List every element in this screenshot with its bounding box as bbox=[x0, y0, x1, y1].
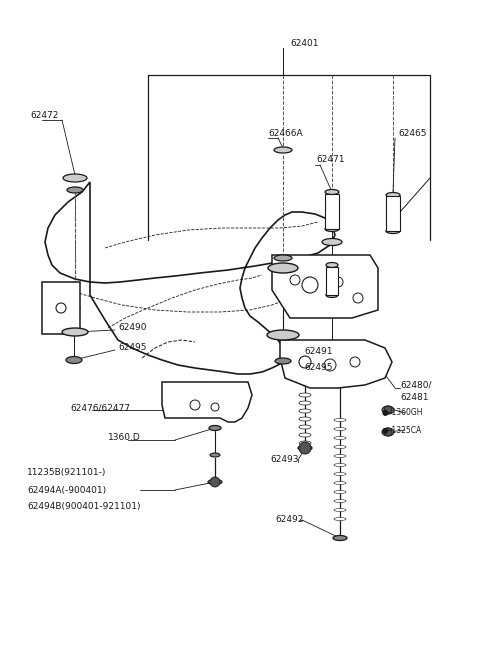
Polygon shape bbox=[162, 382, 252, 422]
Ellipse shape bbox=[67, 187, 83, 193]
Ellipse shape bbox=[386, 193, 400, 198]
Ellipse shape bbox=[334, 436, 346, 440]
Circle shape bbox=[299, 442, 311, 454]
Bar bbox=[326, 267, 338, 295]
Text: 62494B(900401-921101): 62494B(900401-921101) bbox=[27, 503, 141, 512]
Circle shape bbox=[210, 477, 220, 487]
Ellipse shape bbox=[299, 433, 311, 437]
Text: 62466A: 62466A bbox=[268, 129, 302, 137]
Ellipse shape bbox=[299, 401, 311, 405]
Ellipse shape bbox=[333, 535, 347, 541]
Ellipse shape bbox=[334, 482, 346, 484]
Circle shape bbox=[384, 406, 392, 414]
Polygon shape bbox=[45, 182, 335, 374]
Ellipse shape bbox=[386, 229, 400, 233]
Text: 62495: 62495 bbox=[304, 363, 333, 373]
Ellipse shape bbox=[334, 518, 346, 520]
Ellipse shape bbox=[334, 445, 346, 449]
Ellipse shape bbox=[325, 189, 339, 194]
Ellipse shape bbox=[326, 263, 338, 267]
Ellipse shape bbox=[268, 263, 298, 273]
Ellipse shape bbox=[209, 426, 221, 430]
Ellipse shape bbox=[334, 472, 346, 476]
Ellipse shape bbox=[382, 406, 394, 414]
Text: 62491: 62491 bbox=[304, 348, 333, 357]
Ellipse shape bbox=[210, 453, 220, 457]
Ellipse shape bbox=[334, 455, 346, 457]
Ellipse shape bbox=[299, 417, 311, 421]
Ellipse shape bbox=[334, 509, 346, 512]
Ellipse shape bbox=[334, 428, 346, 430]
Ellipse shape bbox=[208, 480, 222, 484]
Ellipse shape bbox=[63, 174, 87, 182]
Text: 62471: 62471 bbox=[316, 156, 345, 164]
Ellipse shape bbox=[334, 491, 346, 493]
Ellipse shape bbox=[299, 425, 311, 429]
Text: 62401: 62401 bbox=[290, 39, 319, 49]
Text: 62476/62477: 62476/62477 bbox=[70, 403, 130, 413]
Ellipse shape bbox=[382, 428, 394, 436]
Ellipse shape bbox=[326, 292, 338, 298]
Ellipse shape bbox=[298, 445, 312, 451]
Ellipse shape bbox=[62, 328, 88, 336]
Text: 62481: 62481 bbox=[400, 394, 429, 403]
Ellipse shape bbox=[299, 409, 311, 413]
Bar bbox=[325, 194, 339, 229]
Text: 11235B(921101-): 11235B(921101-) bbox=[27, 468, 107, 476]
Text: ●–1360GH: ●–1360GH bbox=[382, 407, 423, 417]
Ellipse shape bbox=[334, 419, 346, 422]
Text: 62480/: 62480/ bbox=[400, 380, 432, 390]
Text: 62492: 62492 bbox=[275, 516, 303, 524]
Text: 62472: 62472 bbox=[30, 110, 59, 120]
Ellipse shape bbox=[66, 357, 82, 363]
Ellipse shape bbox=[299, 441, 311, 445]
Ellipse shape bbox=[299, 393, 311, 397]
Ellipse shape bbox=[274, 147, 292, 153]
Text: 62465: 62465 bbox=[398, 129, 427, 137]
Bar bbox=[386, 196, 400, 231]
Ellipse shape bbox=[275, 358, 291, 364]
Ellipse shape bbox=[334, 463, 346, 466]
Text: 62495: 62495 bbox=[118, 344, 146, 353]
Ellipse shape bbox=[274, 255, 292, 261]
Text: 62494A(-900401): 62494A(-900401) bbox=[27, 486, 106, 495]
Text: 1360.D: 1360.D bbox=[108, 432, 141, 442]
Text: 62493: 62493 bbox=[270, 455, 299, 464]
Text: 62490: 62490 bbox=[118, 323, 146, 332]
Text: ●–1325CA: ●–1325CA bbox=[382, 426, 422, 434]
Circle shape bbox=[384, 428, 392, 436]
Polygon shape bbox=[280, 340, 392, 388]
Ellipse shape bbox=[334, 499, 346, 503]
Polygon shape bbox=[272, 255, 378, 318]
Ellipse shape bbox=[267, 330, 299, 340]
Ellipse shape bbox=[322, 238, 342, 246]
Ellipse shape bbox=[325, 227, 339, 231]
Bar bbox=[42, 282, 80, 334]
